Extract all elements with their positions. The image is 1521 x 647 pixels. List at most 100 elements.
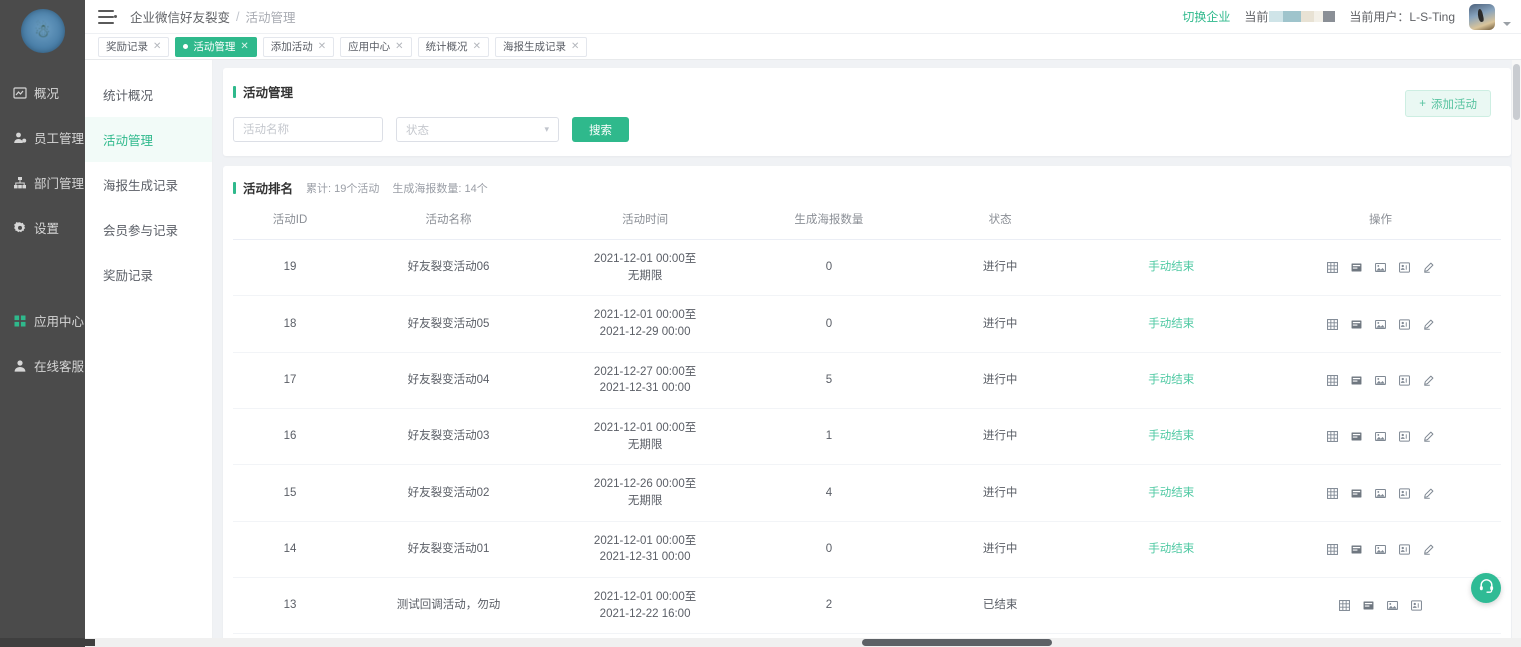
cell-end-action[interactable]: 手动结束 <box>1082 352 1261 410</box>
primary-nav: 概况 员工管理 部门管理 设置 <box>0 62 85 388</box>
close-icon[interactable]: ✕ <box>153 40 162 52</box>
switch-enterprise-link[interactable]: 切换企业 <box>1182 10 1231 24</box>
grid-icon[interactable] <box>1327 262 1338 274</box>
cell-end-action[interactable]: 手动结束 <box>1082 295 1261 353</box>
close-icon[interactable]: ✕ <box>240 40 249 52</box>
close-icon[interactable]: ✕ <box>472 40 481 52</box>
tab-poster-records[interactable]: 海报生成记录 ✕ <box>494 36 588 57</box>
edit-icon[interactable] <box>1423 319 1434 330</box>
avatar[interactable] <box>1469 3 1495 30</box>
card-icon[interactable] <box>1351 375 1362 386</box>
image-icon[interactable] <box>1375 319 1386 330</box>
grid-icon[interactable] <box>1339 600 1350 612</box>
grid-icon[interactable] <box>1327 487 1338 499</box>
cell-poster-count: 0 <box>740 239 918 297</box>
tab-add-activity[interactable]: 添加活动 ✕ <box>262 36 335 57</box>
status-select[interactable]: 状态 ▾ <box>396 117 559 142</box>
edit-icon[interactable] <box>1423 375 1434 386</box>
manual-end-link[interactable]: 手动结束 <box>1148 261 1195 274</box>
image-icon[interactable] <box>1375 262 1386 273</box>
subnav-item-statistics[interactable]: 统计概况 <box>85 72 212 117</box>
card-icon[interactable] <box>1351 431 1362 442</box>
subnav-item-poster-records[interactable]: 海报生成记录 <box>85 162 212 207</box>
search-button[interactable]: 搜索 <box>572 117 629 142</box>
tab-reward-records[interactable]: 奖励记录 ✕ <box>98 36 170 57</box>
close-icon[interactable]: ✕ <box>317 40 327 52</box>
table-row[interactable]: 13 测试回调活动，勿动 2021-12-01 00:00至 2021-12-22 1… <box>233 577 1501 635</box>
hamburger-icon[interactable] <box>98 9 117 24</box>
tab-statistics[interactable]: 统计概况 ✕ <box>417 36 489 57</box>
image-icon[interactable] <box>1375 488 1386 499</box>
cell-operations <box>1260 464 1501 522</box>
subnav-item-reward-records[interactable]: 奖励记录 <box>85 252 212 297</box>
vertical-scrollbar-thumb[interactable] <box>1513 64 1520 120</box>
grid-icon[interactable] <box>1327 543 1338 555</box>
table-row[interactable]: 16 好友裂变活动03 2021-12-01 00:00至 无期限 1 进行中 手动结束 <box>233 408 1501 466</box>
edit-icon[interactable] <box>1423 488 1434 499</box>
image-icon[interactable] <box>1387 600 1398 611</box>
manual-end-link[interactable]: 手动结束 <box>1148 543 1195 556</box>
id-card-icon[interactable] <box>1411 600 1422 611</box>
card-icon[interactable] <box>1351 319 1362 330</box>
id-card-icon[interactable] <box>1399 262 1410 273</box>
customer-service-fab[interactable] <box>1471 573 1501 603</box>
grid-icon[interactable] <box>1327 431 1338 443</box>
status-select-value: 状态 <box>406 124 429 137</box>
manual-end-link[interactable]: 手动结束 <box>1148 486 1195 499</box>
sidebar-item-settings[interactable]: 设置 <box>0 205 85 250</box>
image-icon[interactable] <box>1375 544 1386 555</box>
id-card-icon[interactable] <box>1399 318 1410 330</box>
horizontal-scrollbar-thumb[interactable] <box>862 639 1052 646</box>
department-icon <box>12 175 27 190</box>
cell-end-action[interactable]: 手动结束 <box>1082 239 1261 297</box>
table-row[interactable]: 15 好友裂变活动02 2021-12-26 00:00至 无期限 4 进行中 手动结束 <box>233 464 1501 522</box>
table-row[interactable]: 14 好友裂变活动01 2021-12-01 00:00至 2021-12-31 00… <box>233 521 1501 579</box>
card-icon[interactable] <box>1363 600 1374 611</box>
table-row[interactable]: 17 好友裂变活动04 2021-12-27 00:00至 2021-12-31 00… <box>233 352 1501 410</box>
add-activity-button[interactable]: + 添加活动 <box>1405 90 1491 117</box>
vertical-scrollbar[interactable] <box>1512 60 1521 638</box>
edit-icon[interactable] <box>1423 431 1434 442</box>
manual-end-link[interactable]: 手动结束 <box>1148 430 1195 443</box>
table-row[interactable]: 18 好友裂变活动05 2021-12-01 00:00至 2021-12-29 00… <box>233 295 1501 353</box>
sidebar-item-staff[interactable]: 员工管理 <box>0 115 85 160</box>
card-icon[interactable] <box>1351 544 1362 555</box>
column-header-posters: 生成海报数量 <box>740 197 918 240</box>
grid-icon[interactable] <box>1327 374 1338 386</box>
close-icon[interactable]: ✕ <box>395 40 404 52</box>
time-end: 2021-12-29 00:00 <box>599 326 691 339</box>
edit-icon[interactable] <box>1423 262 1434 273</box>
manual-end-link[interactable]: 手动结束 <box>1148 374 1195 387</box>
tab-activity-management[interactable]: 活动管理 ✕ <box>175 36 257 57</box>
sidebar-item-app-center[interactable]: 应用中心 <box>0 298 85 343</box>
tab-label: 应用中心 <box>348 41 391 53</box>
edit-icon[interactable] <box>1423 544 1434 555</box>
image-icon[interactable] <box>1375 375 1386 386</box>
id-card-icon[interactable] <box>1399 487 1410 499</box>
id-card-icon[interactable] <box>1399 544 1410 555</box>
table-row[interactable]: 19 好友裂变活动06 2021-12-01 00:00至 无期限 0 进行中 手动结束 <box>233 239 1501 297</box>
sidebar-item-department[interactable]: 部门管理 <box>0 160 85 205</box>
grid-icon[interactable] <box>1327 318 1338 330</box>
search-input[interactable] <box>233 117 383 142</box>
cell-end-action[interactable]: 手动结束 <box>1082 521 1261 579</box>
company-logo[interactable]: ☃ <box>20 9 65 53</box>
subnav-item-member-records[interactable]: 会员参与记录 <box>85 207 212 252</box>
cell-activity-time: 2021-12-01 00:00至 无期限 <box>549 239 741 297</box>
image-icon[interactable] <box>1375 431 1386 442</box>
subnav-item-activity-management[interactable]: 活动管理 <box>85 117 212 162</box>
breadcrumb-root[interactable]: 企业微信好友裂变 <box>130 11 231 25</box>
id-card-icon[interactable] <box>1399 431 1410 442</box>
horizontal-scrollbar[interactable] <box>0 638 1521 647</box>
sidebar-item-overview[interactable]: 概况 <box>0 70 85 115</box>
card-icon[interactable] <box>1351 262 1362 273</box>
id-card-icon[interactable] <box>1399 375 1410 386</box>
card-icon[interactable] <box>1351 488 1362 499</box>
sidebar-item-customer-service[interactable]: 在线客服 <box>0 343 85 388</box>
chevron-down-icon[interactable] <box>1503 21 1511 26</box>
tab-app-center[interactable]: 应用中心 ✕ <box>340 36 412 57</box>
cell-end-action[interactable]: 手动结束 <box>1082 464 1261 522</box>
cell-end-action[interactable]: 手动结束 <box>1082 408 1261 466</box>
manual-end-link[interactable]: 手动结束 <box>1148 317 1195 330</box>
close-icon[interactable]: ✕ <box>570 40 580 52</box>
